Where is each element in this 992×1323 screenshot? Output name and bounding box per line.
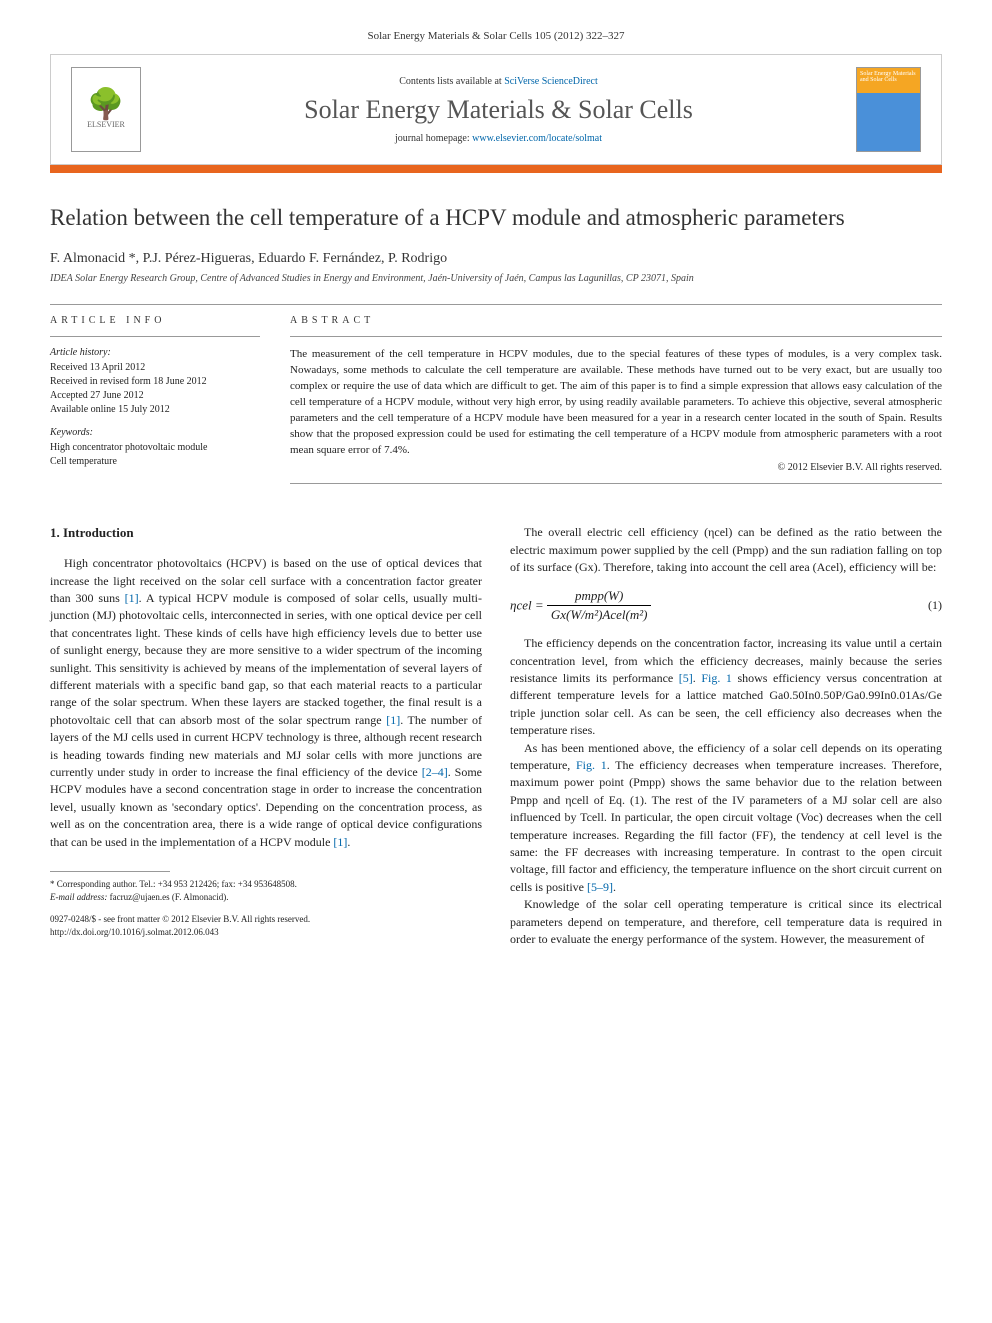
header-center: Contents lists available at SciVerse Sci… (141, 76, 856, 144)
fig-1-link[interactable]: Fig. 1 (701, 671, 732, 685)
eq-lhs: ηcel = (510, 597, 544, 612)
article-content: Relation between the cell temperature of… (0, 173, 992, 988)
issn-line: 0927-0248/$ - see front matter © 2012 El… (50, 913, 482, 926)
elsevier-label: ELSEVIER (87, 120, 125, 129)
equation-body: ηcel = pmpp(W) Gx(W/m²)Acel(m²) (510, 587, 928, 626)
efficiency-def-paragraph: The overall electric cell efficiency (ηc… (510, 524, 942, 576)
abstract-heading: ABSTRACT (290, 315, 942, 326)
received-date: Received 13 April 2012 (50, 361, 260, 375)
numerator: pmpp(W) (547, 587, 652, 607)
body-columns: 1. Introduction High concentrator photov… (50, 524, 942, 948)
corresponding-author-footnote: * Corresponding author. Tel.: +34 953 21… (50, 878, 482, 903)
doi-line: http://dx.doi.org/10.1016/j.solmat.2012.… (50, 926, 482, 939)
keyword-2: Cell temperature (50, 455, 260, 469)
article-title: Relation between the cell temperature of… (50, 203, 942, 233)
ref-1[interactable]: [1] (125, 591, 139, 605)
ref-5[interactable]: [5] (679, 671, 693, 685)
keyword-1: High concentrator photovoltaic module (50, 441, 260, 455)
denominator: Gx(W/m²)Acel(m²) (547, 606, 652, 625)
authors: F. Almonacid *, P.J. Pérez-Higueras, Edu… (50, 251, 942, 267)
accepted-date: Accepted 27 June 2012 (50, 389, 260, 403)
divider (290, 336, 942, 337)
homepage-line: journal homepage: www.elsevier.com/locat… (156, 133, 841, 144)
email-address: facruz@ujaen.es (F. Almonacid). (110, 892, 229, 902)
email-line: E-mail address: facruz@ujaen.es (F. Almo… (50, 891, 482, 904)
abstract-column: ABSTRACT The measurement of the cell tem… (290, 315, 942, 495)
homepage-prefix: journal homepage: (395, 133, 472, 144)
divider (290, 483, 942, 484)
homepage-link[interactable]: www.elsevier.com/locate/solmat (472, 133, 602, 144)
ref-1c[interactable]: [1] (333, 835, 347, 849)
info-abstract-row: ARTICLE INFO Article history: Received 1… (50, 315, 942, 495)
knowledge-paragraph: Knowledge of the solar cell operating te… (510, 896, 942, 948)
page-header: Solar Energy Materials & Solar Cells 105… (0, 0, 992, 173)
intro-paragraph: High concentrator photovoltaics (HCPV) i… (50, 555, 482, 851)
footer-meta: 0927-0248/$ - see front matter © 2012 El… (50, 913, 482, 938)
journal-title: Solar Energy Materials & Solar Cells (156, 95, 841, 125)
ref-5-9[interactable]: [5–9] (587, 880, 613, 894)
footnote-separator (50, 871, 170, 872)
affiliation: IDEA Solar Energy Research Group, Centre… (50, 273, 942, 284)
history-label: Article history: (50, 347, 260, 358)
efficiency-conc-paragraph: The efficiency depends on the concentrat… (510, 635, 942, 739)
text: . The efficiency decreases when temperat… (510, 758, 942, 894)
article-info-heading: ARTICLE INFO (50, 315, 260, 326)
elsevier-tree-icon: 🌳 (87, 90, 124, 120)
left-column: 1. Introduction High concentrator photov… (50, 524, 482, 948)
text: . (613, 880, 616, 894)
right-column: The overall electric cell efficiency (ηc… (510, 524, 942, 948)
intro-heading: 1. Introduction (50, 524, 482, 543)
contents-prefix: Contents lists available at (399, 76, 504, 87)
equation-1: ηcel = pmpp(W) Gx(W/m²)Acel(m²) (1) (510, 587, 942, 626)
header-box: 🌳 ELSEVIER Contents lists available at S… (50, 54, 942, 165)
sciencedirect-link[interactable]: SciVerse ScienceDirect (504, 76, 598, 87)
fig-1-link-b[interactable]: Fig. 1 (576, 758, 607, 772)
divider (50, 336, 260, 337)
corr-author: * Corresponding author. Tel.: +34 953 21… (50, 878, 482, 891)
email-label: E-mail address: (50, 892, 110, 902)
fraction: pmpp(W) Gx(W/m²)Acel(m²) (547, 587, 652, 626)
abstract-text: The measurement of the cell temperature … (290, 347, 942, 459)
contents-line: Contents lists available at SciVerse Sci… (156, 76, 841, 87)
revised-date: Received in revised form 18 June 2012 (50, 375, 260, 389)
ref-2-4[interactable]: [2–4] (422, 765, 448, 779)
divider (50, 304, 942, 305)
copyright: © 2012 Elsevier B.V. All rights reserved… (290, 462, 942, 473)
text: . A typical HCPV module is composed of s… (50, 591, 482, 727)
keywords-label: Keywords: (50, 427, 260, 438)
online-date: Available online 15 July 2012 (50, 403, 260, 417)
cover-label: Solar Energy Materials and Solar Cells (860, 71, 917, 83)
elsevier-logo: 🌳 ELSEVIER (71, 67, 141, 152)
journal-reference: Solar Energy Materials & Solar Cells 105… (50, 30, 942, 42)
efficiency-temp-paragraph: As has been mentioned above, the efficie… (510, 740, 942, 897)
journal-cover-thumbnail: Solar Energy Materials and Solar Cells (856, 67, 921, 152)
equation-number: (1) (928, 597, 942, 614)
ref-1b[interactable]: [1] (386, 713, 400, 727)
article-info: ARTICLE INFO Article history: Received 1… (50, 315, 260, 495)
orange-divider-bar (50, 165, 942, 173)
text: . (347, 835, 350, 849)
